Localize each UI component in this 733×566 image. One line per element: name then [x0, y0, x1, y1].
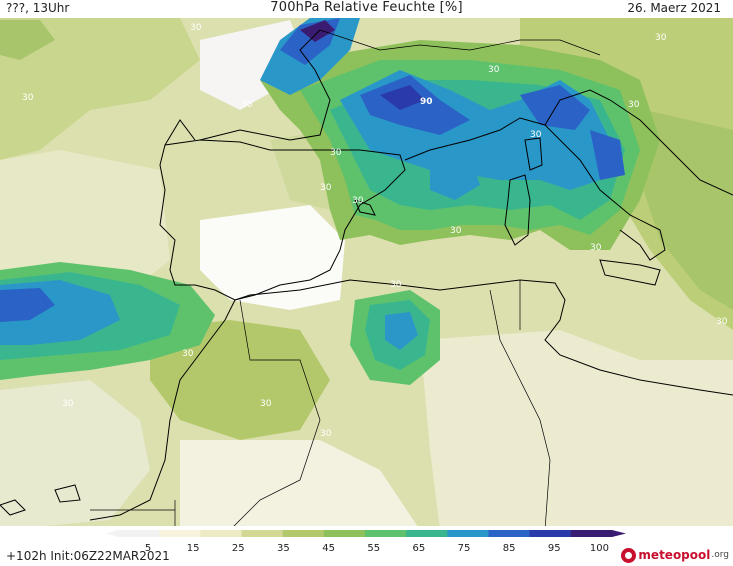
title-bar: ???, 13Uhr 700hPa Relative Feuchte [%] 2… [0, 0, 733, 18]
field-zone [0, 18, 200, 160]
color-scale-tick-label: 35 [277, 543, 290, 554]
field-zone [180, 440, 420, 530]
color-scale-tick-label: 100 [590, 543, 609, 554]
color-swatch [365, 530, 407, 537]
color-scale-tick-label: 75 [458, 543, 471, 554]
color-scale-tick-label: 85 [503, 543, 516, 554]
meteopool-logo[interactable]: meteopool .org [621, 546, 729, 564]
contour-label: 30 [352, 196, 364, 206]
color-swatch [282, 530, 325, 537]
contour-label: 30 [260, 399, 272, 409]
field-zone [0, 20, 55, 60]
borders [90, 29, 601, 530]
field-zone [300, 20, 335, 42]
valid-time-label: ???, 13Uhr [6, 1, 70, 15]
iberian-coast [159, 139, 406, 301]
humidity-map: 30 30 30 30 30 30 30 30 30 30 30 30 30 3… [0, 18, 733, 530]
color-scale-tick-label: 5 [145, 543, 151, 554]
contour-label: 30 [488, 65, 500, 75]
color-swatch [529, 530, 572, 537]
coast-segment [164, 119, 196, 146]
color-swatch [488, 530, 531, 537]
mallorca [354, 199, 376, 216]
canary-island [54, 484, 81, 503]
field-zone [590, 130, 625, 180]
contour-label: 30 [716, 317, 728, 327]
color-swatch [118, 530, 160, 537]
logo-text: meteopool [638, 548, 711, 562]
contour-label: 30 [530, 130, 542, 140]
contour-label: 90 [420, 97, 433, 107]
color-swatch [200, 530, 242, 537]
contour-label: 30 [330, 148, 342, 158]
contour-label: 30 [320, 429, 332, 439]
canary-island [0, 499, 26, 516]
contour-label: 30 [62, 399, 74, 409]
color-swatch [447, 530, 489, 537]
color-scale-tick-label: 25 [232, 543, 245, 554]
border-line [319, 29, 601, 56]
color-swatch [323, 530, 366, 537]
contour-label: 30 [628, 100, 640, 110]
forecast-date: 26. Maerz 2021 [627, 1, 721, 15]
color-scale-ticks: 5 15 25 35 45 55 65 75 85 95 100 [145, 543, 609, 554]
sardinia [504, 174, 531, 246]
field-zone [0, 288, 55, 322]
color-swatch [406, 530, 448, 537]
france-coast [199, 29, 331, 141]
north-africa-coast [234, 279, 733, 396]
color-scale-min-arrow [106, 530, 118, 537]
contour-label: 30 [450, 226, 462, 236]
field-zone [420, 330, 733, 530]
contour-label: 30 [241, 100, 253, 110]
field-zone [150, 320, 330, 440]
color-scale-tick-label: 95 [548, 543, 561, 554]
field-zone [430, 155, 480, 200]
contour-label: 30 [390, 280, 402, 290]
contour-label: 30 [320, 183, 332, 193]
coastlines [0, 29, 733, 521]
color-scale-swatches [106, 530, 626, 537]
color-scale: 5 15 25 35 45 55 65 75 85 95 100 [106, 530, 626, 554]
logo-tld: .org [711, 550, 729, 560]
color-scale-tick-label: 65 [413, 543, 426, 554]
color-scale-max-arrow [612, 530, 626, 537]
footer: 5 15 25 35 45 55 65 75 85 95 100 +102h Init:06Z22M… [0, 526, 733, 566]
init-time: +102h Init:06Z22MAR2021 [6, 549, 170, 563]
field-zone [0, 380, 150, 530]
field-zone [200, 205, 345, 310]
color-swatch [570, 530, 613, 537]
contour-label: 30 [590, 243, 602, 253]
field-zone [360, 75, 470, 135]
contour-label: 30 [22, 93, 34, 103]
color-swatch [241, 530, 284, 537]
color-swatch [159, 530, 201, 537]
field-zone [385, 312, 418, 350]
contour-label: 30 [182, 349, 194, 359]
color-scale-tick-label: 55 [367, 543, 380, 554]
border-line [229, 299, 321, 530]
italy-coast [404, 117, 666, 261]
atlantic-africa-coast [89, 299, 236, 521]
border-line [489, 289, 551, 530]
color-scale-tick-label: 45 [322, 543, 335, 554]
color-scale-tick-label: 15 [187, 543, 200, 554]
logo-icon [621, 547, 637, 563]
contour-label: 30 [190, 23, 202, 33]
adriatic-coast [544, 89, 733, 196]
contour-labels: 30 30 30 30 30 30 30 30 30 30 30 30 30 3… [22, 23, 728, 439]
contour-label: 30 [655, 33, 667, 43]
sicily [599, 259, 661, 286]
map-title: 700hPa Relative Feuchte [%] [270, 0, 463, 15]
field-zone [380, 85, 425, 110]
corsica [524, 137, 543, 171]
